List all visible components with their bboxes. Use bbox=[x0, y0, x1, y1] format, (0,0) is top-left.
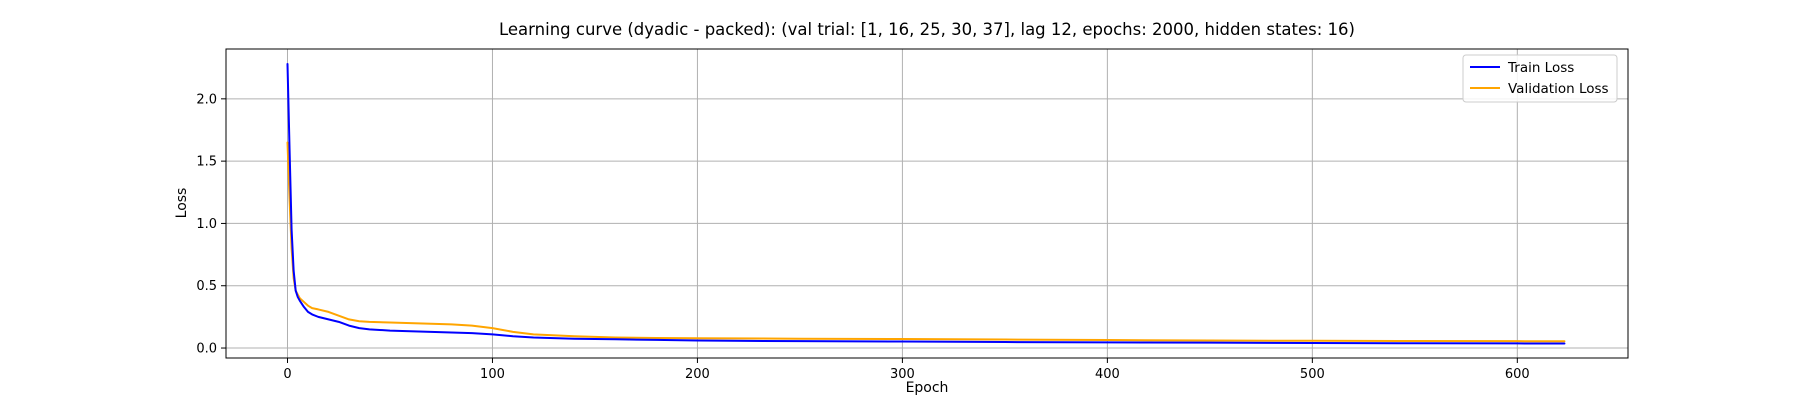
x-tick-label: 200 bbox=[685, 367, 710, 382]
y-tick-label: 0.0 bbox=[196, 342, 217, 357]
legend-label-train-loss: Train Loss bbox=[1507, 60, 1574, 76]
axis-ticks: 0 100 200 300 400 500 600 0.0 0.5 1.0 1.5 2.0 bbox=[196, 92, 1529, 382]
x-tick-label: 600 bbox=[1505, 367, 1530, 382]
x-tick-label: 400 bbox=[1095, 367, 1120, 382]
y-tick-label: 1.0 bbox=[196, 217, 217, 232]
chart-title: Learning curve (dyadic - packed): (val t… bbox=[499, 20, 1355, 39]
y-tick-label: 0.5 bbox=[196, 279, 217, 294]
series-lines bbox=[286, 62, 1566, 345]
y-tick-label: 1.5 bbox=[196, 155, 217, 170]
legend: Train Loss Validation Loss bbox=[1462, 54, 1618, 103]
x-tick-label: 500 bbox=[1300, 367, 1325, 382]
y-tick-label: 2.0 bbox=[196, 92, 217, 107]
y-axis-label: Loss bbox=[174, 188, 190, 219]
x-tick-label: 300 bbox=[890, 367, 915, 382]
x-axis-label: Epoch bbox=[906, 380, 949, 396]
x-tick-label: 100 bbox=[480, 367, 505, 382]
series-line-train-loss bbox=[286, 62, 1566, 345]
x-tick-label: 0 bbox=[283, 367, 291, 382]
legend-box bbox=[1462, 54, 1618, 103]
series-line-validation-loss bbox=[286, 141, 1566, 343]
legend-label-validation-loss: Validation Loss bbox=[1508, 81, 1609, 97]
grid-lines bbox=[226, 49, 1628, 358]
plot-frame bbox=[225, 48, 1629, 359]
